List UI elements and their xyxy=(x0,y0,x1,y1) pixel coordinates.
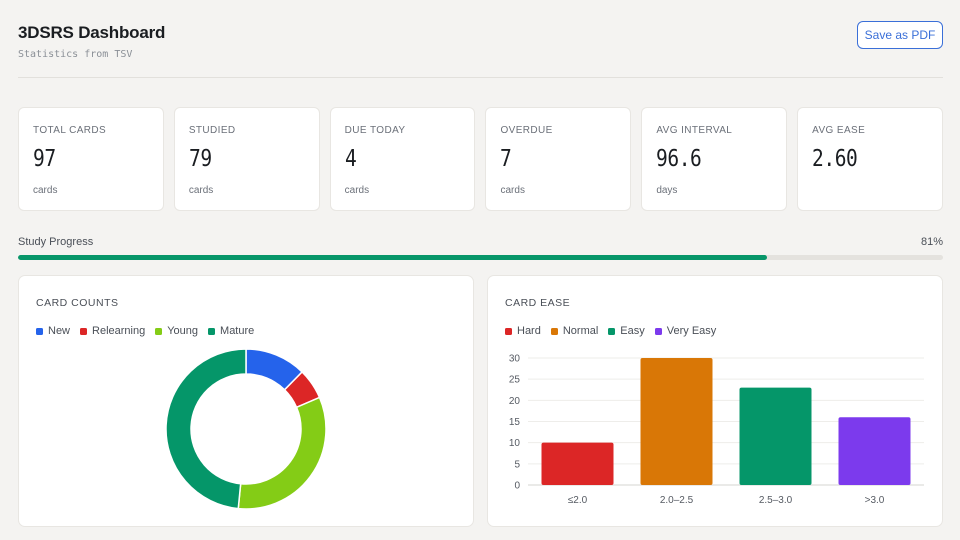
stat-label: AVG EASE xyxy=(812,125,866,136)
card-ease-panel: CARD EASE Hard Normal Easy Very Easy 0 5 10 15… xyxy=(487,275,943,527)
legend-swatch xyxy=(550,327,558,335)
card-ease-legend-item[interactable]: Hard xyxy=(505,325,541,337)
x-tick-label: ≤2.0 xyxy=(568,495,588,506)
stat-value: 4 xyxy=(344,146,357,172)
legend-label: New xyxy=(48,325,71,337)
stat-unit: cards xyxy=(33,185,58,196)
card-ease-legend-item[interactable]: Normal xyxy=(550,325,599,337)
bar-1[interactable] xyxy=(541,442,614,485)
legend-swatch xyxy=(80,327,88,335)
panel-title: CARD COUNTS xyxy=(36,297,119,309)
card-counts-legend-item[interactable]: Relearning xyxy=(80,325,145,337)
stat-card-total-cards: TOTAL CARDS 97 cards xyxy=(18,107,164,211)
card-counts-legend-item[interactable]: Mature xyxy=(208,325,254,337)
stat-value: 97 xyxy=(33,146,56,172)
legend-label: Young xyxy=(167,325,199,337)
card-counts-panel: CARD COUNTS New Relearning Young Mature xyxy=(18,275,474,527)
x-tick-label: 2.5–3.0 xyxy=(759,495,793,506)
card-ease-legend: Hard Normal Easy Very Easy xyxy=(505,325,716,337)
legend-label: Normal xyxy=(562,325,599,337)
legend-swatch xyxy=(36,327,43,335)
y-tick-label: 0 xyxy=(514,481,520,492)
legend-swatch xyxy=(505,327,512,335)
card-ease-bar-chart: 0 5 10 15 20 25 30 ≤2.0 2.0–2.5 2.5–3.0 >3.0 xyxy=(509,354,924,506)
card-counts-donut-chart xyxy=(165,348,327,510)
legend-label: Hard xyxy=(517,325,541,337)
card-ease-legend-item[interactable]: Easy xyxy=(608,325,645,337)
card-counts-legend-item[interactable]: Young xyxy=(155,325,198,337)
stat-unit: days xyxy=(656,185,678,196)
progress-label: Study Progress xyxy=(18,236,94,248)
legend-swatch xyxy=(155,327,163,335)
stat-value: 96.6 xyxy=(656,146,702,172)
header-divider xyxy=(18,77,943,78)
donut-slice-mature[interactable] xyxy=(165,348,247,510)
donut-slice-new[interactable] xyxy=(245,348,304,391)
bar-2[interactable] xyxy=(640,358,713,485)
legend-swatch xyxy=(654,327,662,335)
stat-value: 2.60 xyxy=(812,146,858,172)
donut-slice-relearning[interactable] xyxy=(283,370,321,409)
page-subtitle: Statistics from TSV xyxy=(18,49,133,60)
stat-card-due-today: DUE TODAY 4 cards xyxy=(329,107,476,211)
page-title: 3DSRS Dashboard xyxy=(18,23,166,42)
y-tick-label: 5 xyxy=(514,459,520,470)
progress-track xyxy=(18,255,943,260)
stat-card-overdue: OVERDUE 7 cards xyxy=(485,107,632,211)
y-tick-label: 15 xyxy=(509,417,521,428)
y-tick-label: 30 xyxy=(509,354,521,365)
stat-unit: cards xyxy=(188,185,214,196)
stat-card-avg-interval: AVG INTERVAL 96.6 days xyxy=(641,107,788,211)
study-progress: Study Progress 81% xyxy=(18,235,943,261)
y-tick-label: 25 xyxy=(509,375,521,386)
legend-swatch xyxy=(608,327,616,335)
legend-label: Easy xyxy=(620,325,645,337)
card-counts-legend-item[interactable]: New xyxy=(36,325,70,337)
donut-slice-young[interactable] xyxy=(237,396,327,510)
x-tick-label: 2.0–2.5 xyxy=(660,495,694,506)
stat-label: DUE TODAY xyxy=(344,125,406,136)
bar-3[interactable] xyxy=(739,387,812,485)
stat-value: 7 xyxy=(500,146,512,172)
legend-label: Very Easy xyxy=(666,325,717,337)
stat-value: 79 xyxy=(188,146,212,172)
bar-4[interactable] xyxy=(838,417,911,485)
progress-percent: 81% xyxy=(920,236,943,248)
stat-unit: cards xyxy=(500,185,525,196)
card-ease-legend-item[interactable]: Very Easy xyxy=(654,325,717,337)
stat-label: STUDIED xyxy=(188,125,236,136)
legend-swatch xyxy=(208,327,216,335)
stat-card-avg-ease: AVG EASE 2.60 xyxy=(797,107,943,211)
x-tick-label: >3.0 xyxy=(865,495,885,506)
dashboard-header: 3DSRS Dashboard Statistics from TSV Save… xyxy=(18,21,943,78)
panel-title: CARD EASE xyxy=(505,297,571,309)
stat-card-studied: STUDIED 79 cards xyxy=(173,107,320,211)
legend-label: Relearning xyxy=(92,325,146,337)
y-tick-label: 20 xyxy=(509,396,521,407)
card-counts-legend: New Relearning Young Mature xyxy=(36,325,254,337)
stat-label: AVG INTERVAL xyxy=(656,125,733,136)
legend-label: Mature xyxy=(220,325,255,337)
stat-label: OVERDUE xyxy=(500,125,553,136)
stats-row: TOTAL CARDS 97 cards STUDIED 79 cards DU… xyxy=(18,107,943,211)
progress-fill xyxy=(18,255,768,260)
y-tick-label: 10 xyxy=(509,438,521,449)
save-as-pdf-button[interactable]: Save as PDF xyxy=(857,21,943,49)
stat-unit: cards xyxy=(344,185,370,196)
stat-label: TOTAL CARDS xyxy=(33,125,107,136)
